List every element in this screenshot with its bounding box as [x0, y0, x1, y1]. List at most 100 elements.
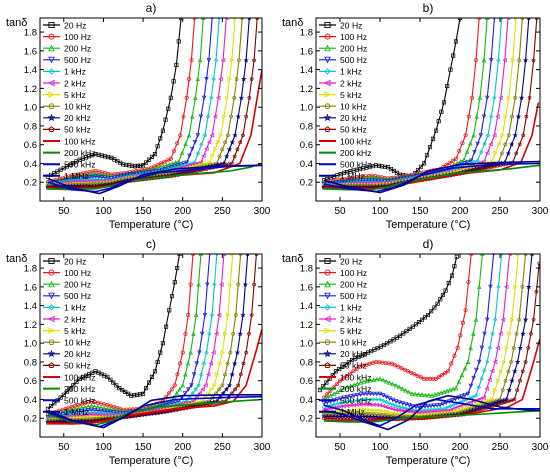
- y-tick-label: 0.4: [24, 395, 37, 406]
- legend-marker-square: [324, 21, 331, 29]
- legend-label: 200 kHz: [64, 384, 96, 394]
- panel-a: a) 50 100 150 200 250 300 0.2 0.4 0.6 0.8 1.0 1.2 1.4…: [6, 1, 271, 231]
- series-line: [323, 338, 540, 422]
- y-tick-label: 1.6: [24, 282, 37, 293]
- series-line: [323, 394, 540, 431]
- series-line: [323, 254, 511, 414]
- legend-marker-diamond: [324, 68, 331, 75]
- y-tick-label: 1.0: [300, 103, 313, 114]
- legend-item: 1 MHz: [43, 171, 89, 181]
- legend-label: 5 kHz: [64, 326, 86, 336]
- series-line: [47, 254, 257, 424]
- y-tick-label: 0.6: [300, 376, 313, 387]
- x-tick-label: 50: [58, 442, 70, 453]
- legend-label: 200 Hz: [340, 280, 367, 290]
- x-tick-label: 150: [135, 206, 152, 217]
- x-tick-label: 300: [254, 206, 271, 217]
- x-axis-label: Temperature (°C): [109, 219, 193, 231]
- legend-item: 1 kHz: [43, 303, 86, 313]
- y-tick-label: 1.2: [24, 84, 37, 95]
- x-tick-label: 200: [174, 206, 191, 217]
- plot-frame: [39, 253, 263, 438]
- legend-marker-star: [47, 113, 56, 122]
- series-markers: [317, 254, 459, 393]
- legend-marker-star: [323, 113, 332, 122]
- legend-label: 5 kHz: [340, 326, 362, 336]
- legend-label: 10 kHz: [340, 338, 367, 348]
- x-tick-label: 50: [58, 206, 70, 217]
- legend-label: 20 Hz: [340, 256, 362, 266]
- legend-item: 1 MHz: [319, 171, 365, 181]
- y-tick-label: 0.8: [300, 357, 313, 368]
- legend-item: 200 kHz: [319, 384, 372, 394]
- legend-item: 200 kHz: [43, 148, 96, 158]
- y-tick-label: 1.4: [300, 65, 313, 76]
- legend-item: 20 Hz: [319, 256, 362, 266]
- panel-title: b): [423, 1, 434, 15]
- legend-label: 2 kHz: [64, 78, 86, 88]
- legend-marker-hexagon: [48, 339, 55, 345]
- x-tick-label: 200: [174, 442, 191, 453]
- legend-label: 500 kHz: [340, 396, 372, 406]
- y-tick-label: 0.8: [300, 121, 313, 132]
- legend-item: 10 kHz: [43, 338, 91, 348]
- legend-label: 20 Hz: [64, 256, 86, 266]
- plot-area: [321, 18, 540, 194]
- legend-label: 1 kHz: [64, 303, 86, 313]
- legend-item: 20 kHz: [43, 113, 91, 123]
- legend-label: 500 Hz: [340, 291, 367, 301]
- legend-label: 2 kHz: [340, 78, 362, 88]
- x-axis-label: Temperature (°C): [386, 219, 470, 231]
- legend-marker-triangle-up: [48, 280, 55, 288]
- y-tick-label: 1.2: [24, 320, 37, 331]
- x-tick-label: 250: [214, 442, 231, 453]
- x-tick-label: 50: [334, 442, 346, 453]
- legend-label: 5 kHz: [64, 90, 86, 100]
- y-tick-label: 0.8: [24, 121, 37, 132]
- legend-item: 50 kHz: [319, 125, 367, 135]
- y-tick-label: 1.0: [300, 339, 313, 350]
- legend-label: 50 kHz: [64, 361, 91, 371]
- plot-frame: [39, 17, 263, 202]
- legend-item: 100 kHz: [43, 136, 96, 146]
- legend-label: 20 kHz: [340, 113, 367, 123]
- y-axis-label: tanδ: [6, 17, 27, 29]
- legend-item: 2 kHz: [319, 78, 362, 88]
- legend-label: 2 kHz: [64, 314, 86, 324]
- legend-label: 500 Hz: [64, 291, 91, 301]
- legend-label: 100 kHz: [64, 372, 96, 382]
- legend-label: 200 kHz: [340, 148, 372, 158]
- legend-label: 20 kHz: [340, 349, 367, 359]
- legend-item: 20 kHz: [319, 113, 367, 123]
- legend-item: 50 kHz: [319, 361, 367, 371]
- legend-marker-pentagon: [324, 362, 331, 368]
- y-tick-label: 1.2: [300, 320, 313, 331]
- x-tick-label: 100: [372, 206, 389, 217]
- legend-marker-square: [48, 257, 55, 265]
- panel-c: c) 50 100 150 200 250 300 0.2 0.4 0.6 0.8 1.0 1.2 1.4…: [6, 237, 271, 467]
- legend-label: 1 kHz: [340, 303, 362, 313]
- x-tick-label: 50: [334, 206, 346, 217]
- y-tick-label: 0.2: [24, 414, 37, 425]
- series-line: [47, 394, 262, 429]
- series-line: [47, 164, 262, 193]
- legend-label: 200 Hz: [340, 44, 367, 54]
- x-axis-label: Temperature (°C): [109, 455, 193, 467]
- legend-item: 5 kHz: [43, 90, 86, 100]
- legend-label: 200 Hz: [64, 280, 91, 290]
- legend-label: 20 Hz: [340, 20, 362, 30]
- x-tick-label: 250: [214, 206, 231, 217]
- legend-item: 1 MHz: [319, 407, 365, 417]
- plot-frame: [315, 17, 541, 202]
- series-line: [323, 254, 483, 400]
- legend-item: 500 kHz: [319, 396, 372, 406]
- legend-item: 1 kHz: [319, 67, 362, 77]
- legend-marker-triangle-down: [324, 56, 331, 64]
- y-tick-label: 1.6: [300, 46, 313, 57]
- legend-label: 20 Hz: [64, 20, 86, 30]
- y-tick-label: 0.2: [24, 178, 37, 189]
- legend-label: 200 kHz: [64, 148, 96, 158]
- legend-item: 100 Hz: [43, 32, 91, 42]
- legend-marker-square: [324, 257, 331, 265]
